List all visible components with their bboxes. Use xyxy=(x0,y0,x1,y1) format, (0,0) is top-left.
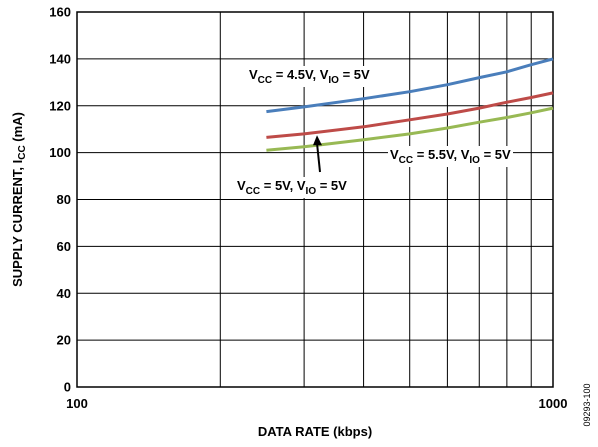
figure-id: 09293-100 xyxy=(582,383,592,426)
y-tick-label: 120 xyxy=(49,98,71,113)
y-tick-label: 140 xyxy=(49,51,71,66)
y-tick-label: 160 xyxy=(49,5,71,20)
y-tick-label: 100 xyxy=(49,145,71,160)
series-line-2 xyxy=(266,91,554,139)
annotation-background xyxy=(247,66,372,87)
y-tick-label: 20 xyxy=(57,333,71,348)
x-tick-label: 100 xyxy=(66,396,88,411)
y-tick-label: 40 xyxy=(57,286,71,301)
annotation-series-3: VCC = 5.5V, VIO = 5V xyxy=(390,147,511,166)
y-tick-label: 0 xyxy=(64,380,71,395)
series-line-3 xyxy=(266,106,554,152)
y-tick-label: 80 xyxy=(57,192,71,207)
x-tick-label: 1000 xyxy=(539,396,568,411)
annotation-background xyxy=(235,177,350,198)
x-axis-title: DATA RATE (kbps) xyxy=(258,424,372,439)
y-tick-label: 60 xyxy=(57,239,71,254)
y-tick-labels: 0 20 40 60 80 100 120 140 160 xyxy=(49,5,71,395)
annotation-background xyxy=(388,146,513,167)
series-annotations: VCC = 4.5V, VIO = 5V VCC = 5V, VIO = 5V VC… xyxy=(235,66,513,198)
y-axis-title: SUPPLY CURRENT, ICC (mA) xyxy=(10,112,28,287)
annotation-series-2: VCC = 5V, VIO = 5V xyxy=(237,178,347,197)
annotation-series-1: VCC = 4.5V, VIO = 5V xyxy=(249,67,370,86)
series-lines xyxy=(266,57,554,152)
annotation-arrow xyxy=(313,135,322,173)
x-tick-labels: 100 1000 xyxy=(66,396,567,411)
series-line-1 xyxy=(266,57,554,114)
plot-frame xyxy=(76,11,554,388)
